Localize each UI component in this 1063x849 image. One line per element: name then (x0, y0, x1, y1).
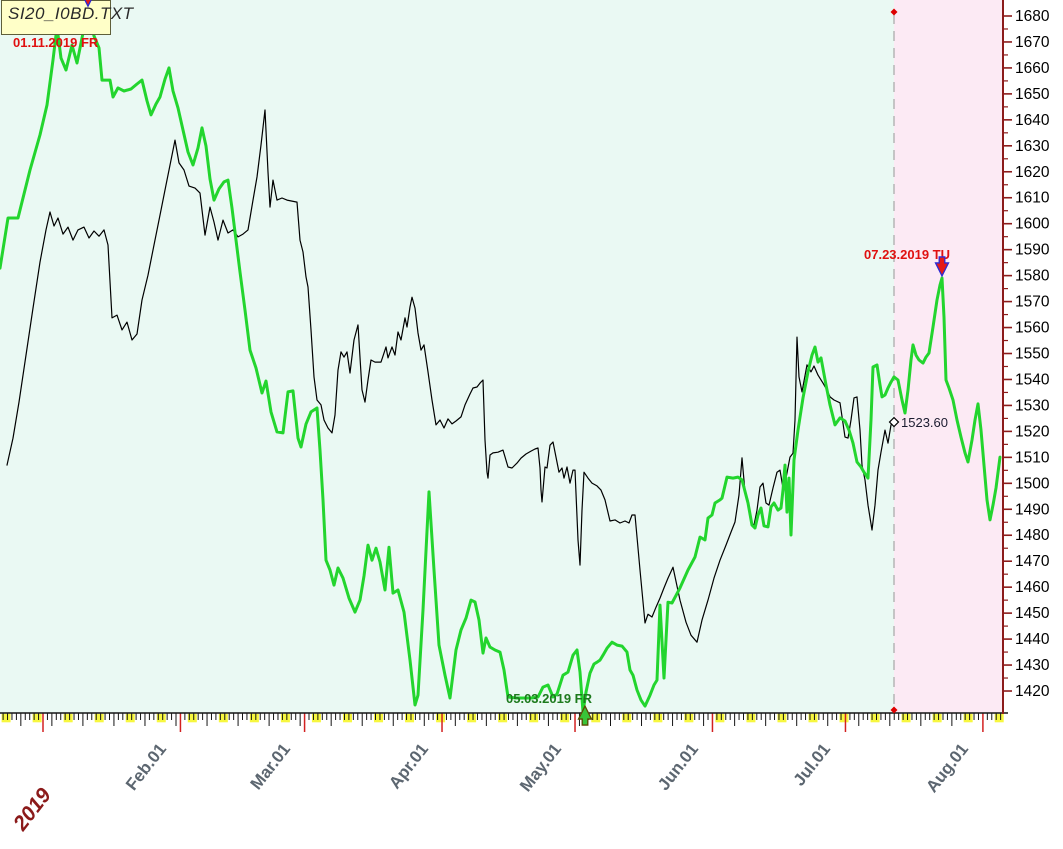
y-tick-label: 1510 (1015, 449, 1050, 466)
y-tick-label: 1680 (1015, 8, 1050, 25)
file-title: SI20_I0BD.TXT (8, 4, 134, 23)
y-tick-label: 1530 (1015, 397, 1050, 414)
y-tick-label: 1460 (1015, 579, 1050, 596)
y-tick-label: 1580 (1015, 268, 1050, 285)
y-tick-label: 1520 (1015, 423, 1050, 440)
series-price-green[interactable] (0, 6, 1002, 714)
y-tick-label: 1620 (1015, 164, 1050, 181)
y-tick-label: 1610 (1015, 190, 1050, 207)
month-label: Feb.01 (122, 740, 170, 794)
y-tick-label: 1590 (1015, 242, 1050, 259)
y-tick-label: 1540 (1015, 371, 1050, 388)
y-tick-label: 1430 (1015, 657, 1050, 674)
y-tick-label: 1670 (1015, 34, 1050, 51)
month-label: Aug.01 (922, 740, 972, 796)
month-label: Jun.01 (654, 740, 702, 794)
month-label: Jul.01 (790, 740, 835, 790)
y-tick-label: 1640 (1015, 112, 1050, 129)
y-tick-label: 1470 (1015, 553, 1050, 570)
y-tick-label: 1550 (1015, 346, 1050, 363)
month-label: Apr.01 (385, 740, 432, 793)
month-label: Mar.01 (247, 740, 295, 793)
y-axis-ticks-labels: 1420 1430 1440 1450 1460 1470 1480 1490 1500 1510… (1003, 8, 1050, 700)
last-value-label: 1523.60 (901, 415, 948, 430)
x-axis-labels: 2019 Feb.01 Mar.01 Apr.01 May.01 Jun.01 Jul.01… (8, 740, 972, 836)
annotation-jul-peak: 07.23.2019 TU (864, 247, 951, 262)
month-label: May.01 (516, 740, 565, 795)
y-tick-label: 1600 (1015, 216, 1050, 233)
annotation-may-low: 05.03.2019 FR (506, 691, 593, 706)
y-tick-label: 1560 (1015, 320, 1050, 337)
series-price-black[interactable] (6, 109, 895, 643)
y-tick-label: 1440 (1015, 631, 1050, 648)
title-box[interactable]: SI20_I0BD.TXT (1, 0, 134, 35)
annotation-jan-peak: 01.11.2019 FR (13, 35, 99, 50)
y-tick-label: 1420 (1015, 683, 1050, 700)
y-tick-label: 1630 (1015, 138, 1050, 155)
y-tick-label: 1650 (1015, 86, 1050, 103)
x-axis-ticks (1, 713, 1004, 732)
y-tick-label: 1570 (1015, 294, 1050, 311)
y-tick-label: 1450 (1015, 605, 1050, 622)
plot-background (0, 0, 1003, 713)
y-tick-label: 1490 (1015, 501, 1050, 518)
y-tick-label: 1480 (1015, 527, 1050, 544)
y-tick-label: 1500 (1015, 475, 1050, 492)
y-tick-label: 1660 (1015, 60, 1050, 77)
year-label: 2019 (8, 784, 56, 836)
